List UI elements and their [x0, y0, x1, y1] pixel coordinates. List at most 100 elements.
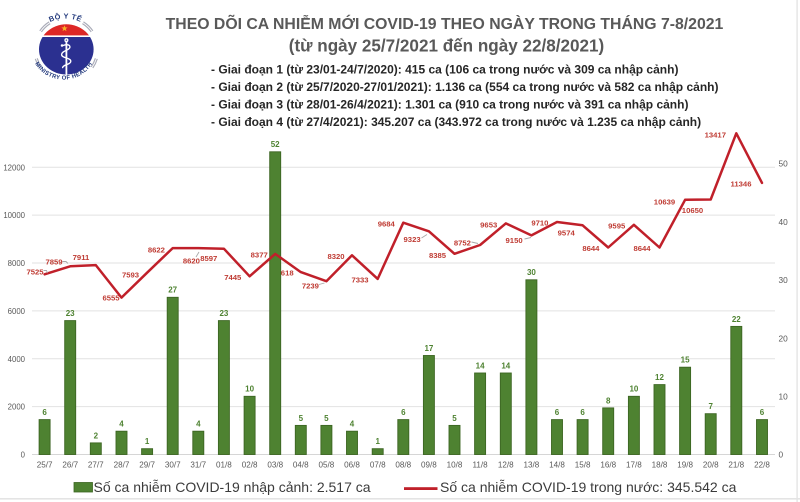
- svg-text:22/8: 22/8: [754, 461, 770, 470]
- svg-text:30/7: 30/7: [165, 461, 181, 470]
- svg-text:23: 23: [219, 309, 228, 318]
- svg-text:4: 4: [119, 420, 124, 429]
- svg-text:4: 4: [196, 420, 201, 429]
- svg-text:6: 6: [555, 408, 560, 417]
- svg-text:6: 6: [760, 408, 765, 417]
- svg-text:50: 50: [779, 159, 789, 169]
- svg-text:7239: 7239: [302, 281, 319, 290]
- svg-text:6: 6: [42, 408, 47, 417]
- svg-text:9150: 9150: [506, 236, 523, 245]
- svg-text:12: 12: [655, 373, 664, 382]
- svg-text:8: 8: [606, 396, 611, 405]
- svg-text:5: 5: [452, 414, 457, 423]
- svg-text:17: 17: [424, 344, 433, 353]
- svg-text:(từ ngày 25/7/2021 đến ngày 22: (từ ngày 25/7/2021 đến ngày 22/8/2021): [289, 37, 604, 56]
- svg-text:- Giai đoạn 3 (từ 28/01-26/4/2: - Giai đoạn 3 (từ 28/01-26/4/2021): 1.30…: [211, 97, 688, 111]
- svg-text:10650: 10650: [682, 206, 703, 215]
- svg-text:1: 1: [145, 437, 150, 446]
- svg-text:40: 40: [779, 217, 789, 227]
- svg-text:25/7: 25/7: [37, 461, 53, 470]
- svg-text:7593: 7593: [122, 270, 139, 279]
- svg-text:09/8: 09/8: [421, 461, 437, 470]
- svg-text:8644: 8644: [633, 244, 651, 253]
- svg-text:7333: 7333: [351, 276, 368, 285]
- svg-text:6: 6: [401, 408, 406, 417]
- svg-text:9684: 9684: [378, 219, 396, 228]
- svg-text:12/8: 12/8: [498, 461, 514, 470]
- svg-text:10: 10: [245, 385, 254, 394]
- svg-text:10/8: 10/8: [447, 461, 463, 470]
- svg-text:10000: 10000: [3, 211, 25, 220]
- svg-text:31/7: 31/7: [190, 461, 206, 470]
- svg-text:5: 5: [299, 414, 304, 423]
- svg-text:- Giai đoạn 2 (từ 25/7/2020-27: - Giai đoạn 2 (từ 25/7/2020-27/01/2021):…: [211, 80, 718, 94]
- svg-text:15/8: 15/8: [575, 461, 591, 470]
- svg-text:7: 7: [708, 402, 713, 411]
- svg-text:52: 52: [271, 140, 280, 149]
- svg-text:15: 15: [681, 356, 690, 365]
- svg-text:BỘ Y TẾ: BỘ Y TẾ: [47, 11, 83, 23]
- svg-text:0: 0: [779, 450, 784, 460]
- svg-text:4000: 4000: [8, 355, 26, 364]
- svg-text:11346: 11346: [731, 180, 752, 189]
- svg-text:23: 23: [66, 309, 75, 318]
- svg-text:7445: 7445: [224, 273, 242, 282]
- svg-text:THEO DÕI CA NHIỄM MỚI COVID-19: THEO DÕI CA NHIỄM MỚI COVID-19 THEO NGÀY…: [166, 13, 724, 33]
- svg-text:0: 0: [21, 451, 26, 460]
- svg-text:- Giai đoạn 4 (từ 27/4/2021):: - Giai đoạn 4 (từ 27/4/2021): 345.207 ca…: [211, 115, 701, 129]
- svg-text:22: 22: [732, 315, 741, 324]
- svg-text:2000: 2000: [8, 403, 26, 412]
- svg-text:9574: 9574: [558, 229, 576, 238]
- svg-text:12000: 12000: [3, 163, 25, 172]
- svg-text:10: 10: [629, 385, 638, 394]
- svg-text:9653: 9653: [480, 220, 497, 229]
- svg-text:10: 10: [779, 392, 789, 402]
- svg-text:8752: 8752: [454, 238, 471, 247]
- svg-text:02/8: 02/8: [242, 461, 258, 470]
- svg-text:01/8: 01/8: [216, 461, 232, 470]
- svg-text:08/8: 08/8: [395, 461, 411, 470]
- svg-text:14/8: 14/8: [549, 461, 565, 470]
- svg-text:14: 14: [501, 361, 510, 370]
- svg-text:7911: 7911: [73, 253, 90, 262]
- svg-text:21/8: 21/8: [728, 461, 744, 470]
- svg-text:04/8: 04/8: [293, 461, 309, 470]
- svg-text:26/7: 26/7: [62, 461, 78, 470]
- svg-text:7525: 7525: [26, 267, 44, 276]
- svg-text:30: 30: [779, 275, 789, 285]
- svg-text:9323: 9323: [404, 235, 421, 244]
- svg-text:19/8: 19/8: [677, 461, 693, 470]
- svg-text:6000: 6000: [8, 307, 26, 316]
- svg-text:06/8: 06/8: [344, 461, 360, 470]
- svg-text:8644: 8644: [582, 244, 600, 253]
- svg-text:7618: 7618: [277, 268, 295, 277]
- svg-text:20/8: 20/8: [703, 461, 719, 470]
- svg-text:8620: 8620: [183, 257, 200, 266]
- svg-text:20: 20: [779, 333, 789, 343]
- svg-text:9595: 9595: [608, 222, 626, 231]
- svg-text:8320: 8320: [327, 252, 344, 261]
- svg-text:8385: 8385: [429, 251, 447, 260]
- svg-text:8622: 8622: [148, 245, 165, 254]
- svg-text:2: 2: [94, 431, 99, 440]
- svg-text:11/8: 11/8: [473, 461, 489, 470]
- svg-text:9710: 9710: [531, 218, 548, 227]
- svg-text:8000: 8000: [8, 259, 26, 268]
- svg-text:27: 27: [168, 286, 177, 295]
- svg-text:17/8: 17/8: [626, 461, 642, 470]
- svg-text:18/8: 18/8: [652, 461, 668, 470]
- svg-text:- Giai đoạn 1 (từ 23/01-24/7/2: - Giai đoạn 1 (từ 23/01-24/7/2020): 415 …: [211, 62, 678, 76]
- svg-text:6555: 6555: [102, 293, 120, 302]
- svg-text:05/8: 05/8: [319, 461, 335, 470]
- svg-text:8597: 8597: [200, 254, 217, 263]
- svg-text:16/8: 16/8: [600, 461, 616, 470]
- svg-text:Số ca nhiễm COVID-19 trong nướ: Số ca nhiễm COVID-19 trong nước: 345.542…: [440, 479, 737, 495]
- svg-text:13/8: 13/8: [524, 461, 540, 470]
- svg-text:7859: 7859: [45, 257, 62, 266]
- svg-text:1: 1: [375, 437, 380, 446]
- svg-text:Số ca nhiễm COVID-19 nhập cảnh: Số ca nhiễm COVID-19 nhập cảnh: 2.517 ca: [94, 479, 371, 495]
- svg-text:10639: 10639: [654, 197, 675, 206]
- svg-text:28/7: 28/7: [114, 461, 130, 470]
- svg-text:30: 30: [527, 268, 536, 277]
- svg-text:27/7: 27/7: [88, 461, 104, 470]
